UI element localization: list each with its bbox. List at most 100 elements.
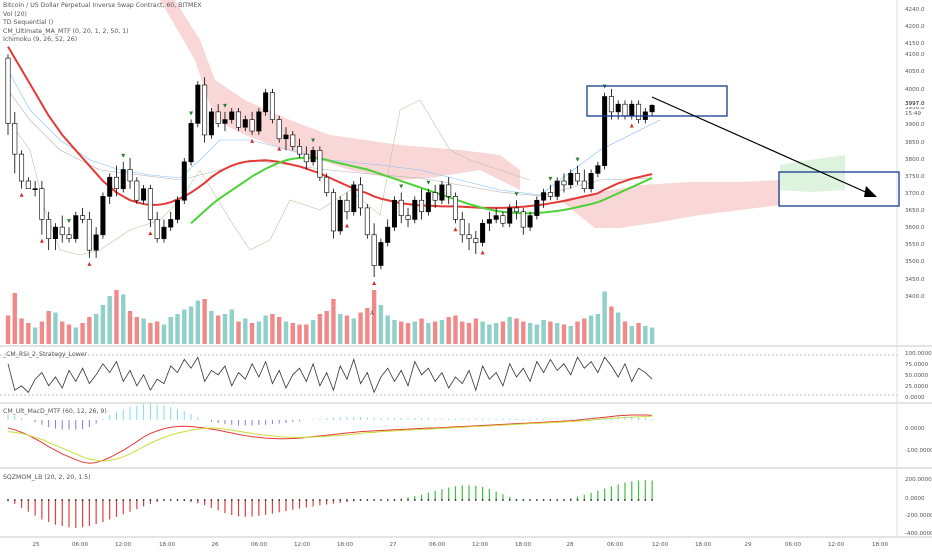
rsi-pane-title[interactable]: _CM_RSI_2_Strategy_Lower — [3, 351, 88, 358]
squeeze-dot — [34, 499, 37, 501]
candle-body — [168, 219, 174, 228]
squeeze-dot — [122, 499, 125, 501]
volume-bar — [460, 321, 465, 344]
price-tick-label: 3850.0 — [905, 140, 925, 146]
candle-body — [649, 105, 655, 113]
candle-body — [459, 219, 465, 236]
candle-body — [263, 92, 269, 113]
squeeze-dot — [47, 499, 50, 501]
squeeze-dot — [441, 499, 443, 501]
squeeze-dot — [596, 499, 599, 501]
symbol-title[interactable]: Bitcoin / US Dollar Perpetual Inverse Sw… — [3, 2, 202, 9]
squeeze-dot — [447, 499, 450, 501]
volume-bar — [622, 321, 628, 344]
candle-body — [86, 219, 92, 251]
macd-tick-label: -100.0000 — [905, 448, 932, 454]
candle-body — [466, 234, 472, 239]
volume-bar — [582, 318, 587, 344]
candle-body — [452, 196, 458, 220]
volume-bar — [100, 305, 106, 344]
volume-bar — [439, 320, 445, 344]
range-box — [586, 85, 728, 117]
volume-bar — [26, 323, 31, 344]
time-axis-label: 06:00 — [72, 542, 89, 548]
squeeze-dot — [461, 499, 464, 501]
squeeze-dot — [230, 499, 233, 501]
candle-body — [154, 219, 160, 239]
volume-bar — [87, 317, 92, 344]
volume-bar — [243, 318, 248, 344]
time-axis-label: 06:00 — [607, 542, 624, 548]
squeeze-dot — [651, 499, 653, 501]
macd-pane-title[interactable]: CM_Ult_MacD_MTF (60, 12, 26, 9) — [3, 408, 107, 415]
volume-bar — [365, 308, 370, 344]
squeeze-dot — [427, 499, 430, 501]
candle-body — [222, 119, 228, 124]
volume-bar — [263, 315, 268, 344]
volume-bar — [446, 317, 451, 344]
indicator-td-sequential[interactable]: TD Sequential () — [3, 19, 54, 27]
candle-body — [242, 119, 248, 128]
time-axis-label: 26 — [211, 542, 219, 548]
time-axis-label: 18:00 — [159, 542, 176, 548]
volume-bar — [378, 305, 384, 344]
candle-body — [175, 199, 181, 220]
candle-body — [297, 146, 303, 155]
candle-body — [181, 161, 187, 201]
candle-body — [46, 219, 52, 239]
sqz-tick-label: -400.0000 — [905, 531, 932, 537]
volume-bar — [338, 314, 343, 344]
td-buy-marker — [87, 261, 92, 266]
td-buy-marker — [250, 138, 255, 143]
squeeze-dot — [190, 499, 192, 501]
volume-bar — [121, 294, 126, 344]
td-sell-marker — [514, 192, 519, 197]
volume-bar — [649, 327, 655, 344]
candle-body — [493, 215, 499, 220]
volume-bar — [310, 320, 316, 344]
time-axis-label: 18:00 — [515, 542, 532, 548]
time-axis-label: 12:00 — [472, 542, 489, 548]
volume-bar — [344, 315, 350, 344]
time-axis-label: 18:00 — [337, 542, 354, 548]
volume-bar — [141, 318, 146, 344]
price-tick-label: 3600.0 — [905, 225, 925, 231]
volume-bar — [453, 315, 458, 344]
candle-body — [215, 111, 221, 124]
candle-body — [290, 134, 296, 147]
volume-bar — [19, 318, 24, 344]
squeeze-dot — [583, 499, 586, 501]
td-sell-marker — [426, 180, 431, 185]
candle-body — [480, 222, 486, 243]
ichimoku-chikou — [7, 99, 531, 256]
td-buy-marker — [148, 231, 153, 236]
squeeze-dot — [529, 499, 531, 501]
squeeze-dot — [7, 499, 9, 501]
volume-bar — [107, 296, 112, 344]
price-tick-label: 3750.0 — [905, 174, 925, 180]
volume-bar — [297, 324, 302, 344]
volume-bar — [53, 312, 58, 344]
squeeze-dot — [373, 499, 376, 501]
candle-body — [371, 234, 377, 266]
volume-bar — [161, 324, 167, 344]
squeeze-dot — [305, 499, 308, 501]
volume-bar — [39, 321, 45, 344]
time-axis-label: 27 — [389, 542, 397, 548]
indicator-ichimoku[interactable]: Ichimoku (9, 26, 52, 26) — [3, 36, 78, 44]
indicator-volume[interactable]: Vol (20) — [3, 10, 27, 18]
candle-body — [344, 199, 350, 213]
indicator-ultimate-ma[interactable]: CM_Ultimate_MA_MTF (0, 20, 1, 2, 50, 1) — [3, 27, 129, 35]
squeeze-dot — [176, 499, 179, 501]
rsi-line — [7, 356, 653, 394]
candle-body — [113, 176, 119, 190]
sqz-pane-title[interactable]: SQZMOM_LB (20, 2, 20, 1.5) — [3, 474, 91, 481]
volume-bar — [568, 326, 573, 344]
squeeze-dot — [590, 499, 592, 501]
volume-bar — [643, 326, 648, 344]
squeeze-dot — [542, 499, 545, 501]
candle-body — [269, 92, 275, 120]
volume-bar — [209, 311, 214, 344]
